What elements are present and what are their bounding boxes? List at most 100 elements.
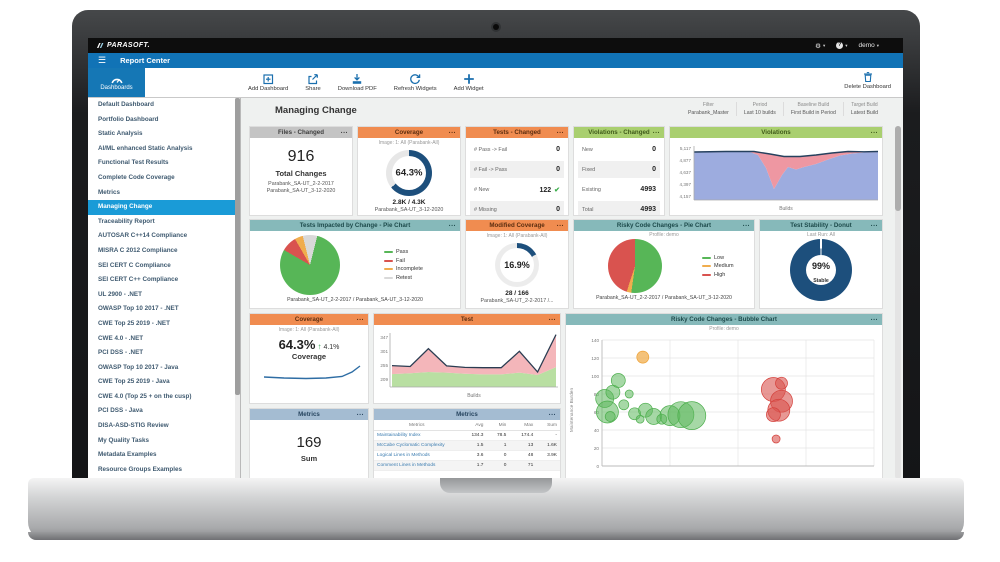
test-stability-donut-chart: 99% Stable	[790, 239, 852, 301]
sidebar-item-managing-change[interactable]: Managing Change	[88, 200, 240, 215]
svg-text:4,877: 4,877	[680, 158, 692, 163]
svg-text:5,117: 5,117	[680, 146, 692, 151]
chevron-down-icon: ▾	[822, 42, 826, 48]
sidebar-item-cwe40-cusp[interactable]: CWE 4.0 (Top 25 + on the cusp)	[98, 392, 192, 400]
dashboards-tab[interactable]: Dashboards	[88, 68, 145, 97]
widget-menu-icon[interactable]: ...	[870, 128, 878, 135]
page-title: Managing Change	[275, 105, 357, 116]
widget-menu-icon[interactable]: ...	[340, 128, 348, 135]
metrics-table: Metrics Avg Min Max Sum Maintainability …	[374, 421, 560, 471]
share-label: Share	[305, 86, 321, 92]
widget-title: Coverage	[294, 316, 324, 323]
webcam-dot	[493, 24, 499, 30]
tests-impacted-pie-chart	[280, 235, 340, 295]
stat-row: # Fail -> Pass 0	[470, 161, 564, 178]
add-widget-button[interactable]: Add Widget	[454, 73, 484, 92]
sidebar-item-complete-code-coverage[interactable]: Complete Code Coverage	[98, 173, 175, 181]
svg-text:120: 120	[591, 356, 599, 361]
sidebar-item-autosar-compliance[interactable]: AUTOSAR C++14 Compliance	[98, 232, 188, 240]
sidebar-item-metrics[interactable]: Metrics	[98, 188, 121, 196]
stat-row: # Pass -> Fail 0	[474, 146, 560, 153]
widget-title: Coverage	[394, 129, 424, 136]
widget-menu-icon[interactable]: ...	[548, 315, 556, 322]
sidebar-item-pcidss-net[interactable]: PCI DSS - .NET	[98, 349, 144, 357]
filter-cell[interactable]: Filter Parabank_Master	[687, 102, 729, 116]
laptop-base	[28, 478, 964, 540]
user-menu[interactable]: demo ▾	[858, 42, 879, 49]
brand-bar: PARASOFT. ⚙ ▾ ? ▾ demo ▾	[88, 38, 903, 53]
widget-title: Test Stability - Donut	[790, 222, 852, 229]
baseline-build-cell[interactable]: Baseline Build First Build in Period	[782, 102, 843, 116]
sidebar-item-cwe25-net[interactable]: CWE Top 25 2019 - .NET	[98, 319, 170, 327]
delete-dashboard-label: Delete Dashboard	[844, 84, 891, 90]
widget-menu-icon[interactable]: ...	[870, 221, 878, 228]
widget-menu-icon[interactable]: ...	[448, 221, 456, 228]
target-build-cell[interactable]: Target Build Latest Build	[842, 102, 885, 116]
table-row: Comment Lines in Methods 1.7 0 71	[374, 460, 560, 471]
download-pdf-button[interactable]: Download PDF	[338, 73, 377, 92]
widget-menu-icon[interactable]: ...	[356, 315, 364, 322]
widget-title: Metrics	[456, 411, 478, 418]
svg-text:140: 140	[591, 338, 599, 343]
svg-text:4,157: 4,157	[680, 194, 692, 199]
settings-menu[interactable]: ⚙ ▾	[815, 42, 825, 50]
sidebar-item-my-quality-tasks[interactable]: My Quality Tasks	[98, 436, 149, 444]
table-row: McCabe Cyclomatic Complexity 1.5 1 13 1.…	[374, 440, 560, 451]
parasoft-logo-icon	[97, 42, 104, 48]
sidebar-item-disa-asd-stig[interactable]: DISA-ASD-STIG Review	[98, 422, 169, 430]
sidebar-item-aiml-static-analysis[interactable]: AI/ML enhanced Static Analysis	[98, 144, 193, 152]
sidebar-item-default-dashboard[interactable]: Default Dashboard	[98, 101, 154, 108]
sidebar-item-cwe40-net[interactable]: CWE 4.0 - .NET	[98, 334, 144, 342]
delete-dashboard-button[interactable]: Delete Dashboard	[844, 71, 891, 90]
widget-menu-icon[interactable]: ...	[556, 221, 564, 228]
widget-menu-icon[interactable]: ...	[742, 221, 750, 228]
dashboard-main: Managing Change Filter Parabank_Master P…	[241, 98, 903, 478]
sidebar-item-traceability-report[interactable]: Traceability Report	[98, 217, 155, 225]
sidebar-item-metadata-examples[interactable]: Metadata Examples	[98, 451, 157, 459]
sidebar-item-ul2900-net[interactable]: UL 2900 - .NET	[98, 290, 142, 298]
sidebar-item-misra-compliance[interactable]: MISRA C 2012 Compliance	[98, 246, 178, 254]
help-menu[interactable]: ? ▾	[836, 42, 847, 49]
sidebar-item-owasp-java[interactable]: OWASP Top 10 2017 - Java	[98, 363, 179, 371]
main-scrollbar[interactable]	[895, 126, 901, 478]
app-title: Report Center	[120, 56, 171, 65]
risky-bubble-chart: 140 120 100 80 60 40 20 0 Maintenance Bu…	[569, 338, 875, 469]
add-dashboard-button[interactable]: Add Dashboard	[248, 73, 288, 92]
widget-menu-icon[interactable]: ...	[870, 315, 878, 322]
risky-pie-chart	[608, 239, 662, 293]
parasoft-logo-text: PARASOFT.	[107, 42, 151, 49]
sidebar-item-static-analysis[interactable]: Static Analysis	[98, 130, 143, 138]
sidebar-item-resource-groups[interactable]: Resource Groups Examples	[98, 465, 182, 473]
widget-menu-icon[interactable]: ...	[548, 410, 556, 417]
widget-menu-icon[interactable]: ...	[448, 128, 456, 135]
sidebar-item-pcidss-java[interactable]: PCI DSS - Java	[98, 407, 143, 415]
share-button[interactable]: Share	[305, 73, 321, 92]
gear-icon: ⚙	[815, 42, 821, 50]
sidebar-scrollbar[interactable]	[235, 98, 240, 478]
sidebar-item-sei-cert-cpp[interactable]: SEI CERT C++ Compliance	[98, 276, 179, 284]
period-cell[interactable]: Period Last 10 builds	[735, 102, 783, 116]
sidebar-item-owasp-net[interactable]: OWASP Top 10 2017 - .NET	[98, 305, 179, 313]
add-widget-label: Add Widget	[453, 86, 484, 92]
widget-menu-icon[interactable]: ...	[652, 128, 660, 135]
widget-menu-icon[interactable]: ...	[556, 128, 564, 135]
sidebar-item-portfolio-dashboard[interactable]: Portfolio Dashboard	[98, 115, 159, 123]
svg-text:347: 347	[380, 335, 388, 340]
widget-title: Risky Code Changes - Pie Chart	[616, 222, 712, 229]
user-menu-label: demo	[858, 42, 875, 49]
sidebar: Default Dashboard Portfolio Dashboard St…	[88, 98, 241, 478]
widget-title: Violations - Changed	[588, 129, 650, 136]
widget-title: Violations	[761, 129, 791, 136]
hamburger-menu-icon[interactable]: ☰	[98, 55, 107, 65]
stat-row: Total 4993	[578, 201, 660, 215]
widget-menu-icon[interactable]: ...	[356, 410, 364, 417]
gauge-icon	[110, 78, 123, 83]
sidebar-item-cwe25-java[interactable]: CWE Top 25 2019 - Java	[98, 378, 170, 386]
widget-risky-pie: Risky Code Changes - Pie Chart... Profil…	[573, 219, 755, 309]
svg-text:20: 20	[594, 446, 600, 451]
sidebar-item-functional-test-results[interactable]: Functional Test Results	[98, 159, 169, 167]
refresh-widgets-button[interactable]: Refresh Widgets	[394, 73, 437, 92]
sidebar-item-sei-cert-c[interactable]: SEI CERT C Compliance	[98, 261, 171, 269]
svg-text:0: 0	[596, 464, 599, 469]
